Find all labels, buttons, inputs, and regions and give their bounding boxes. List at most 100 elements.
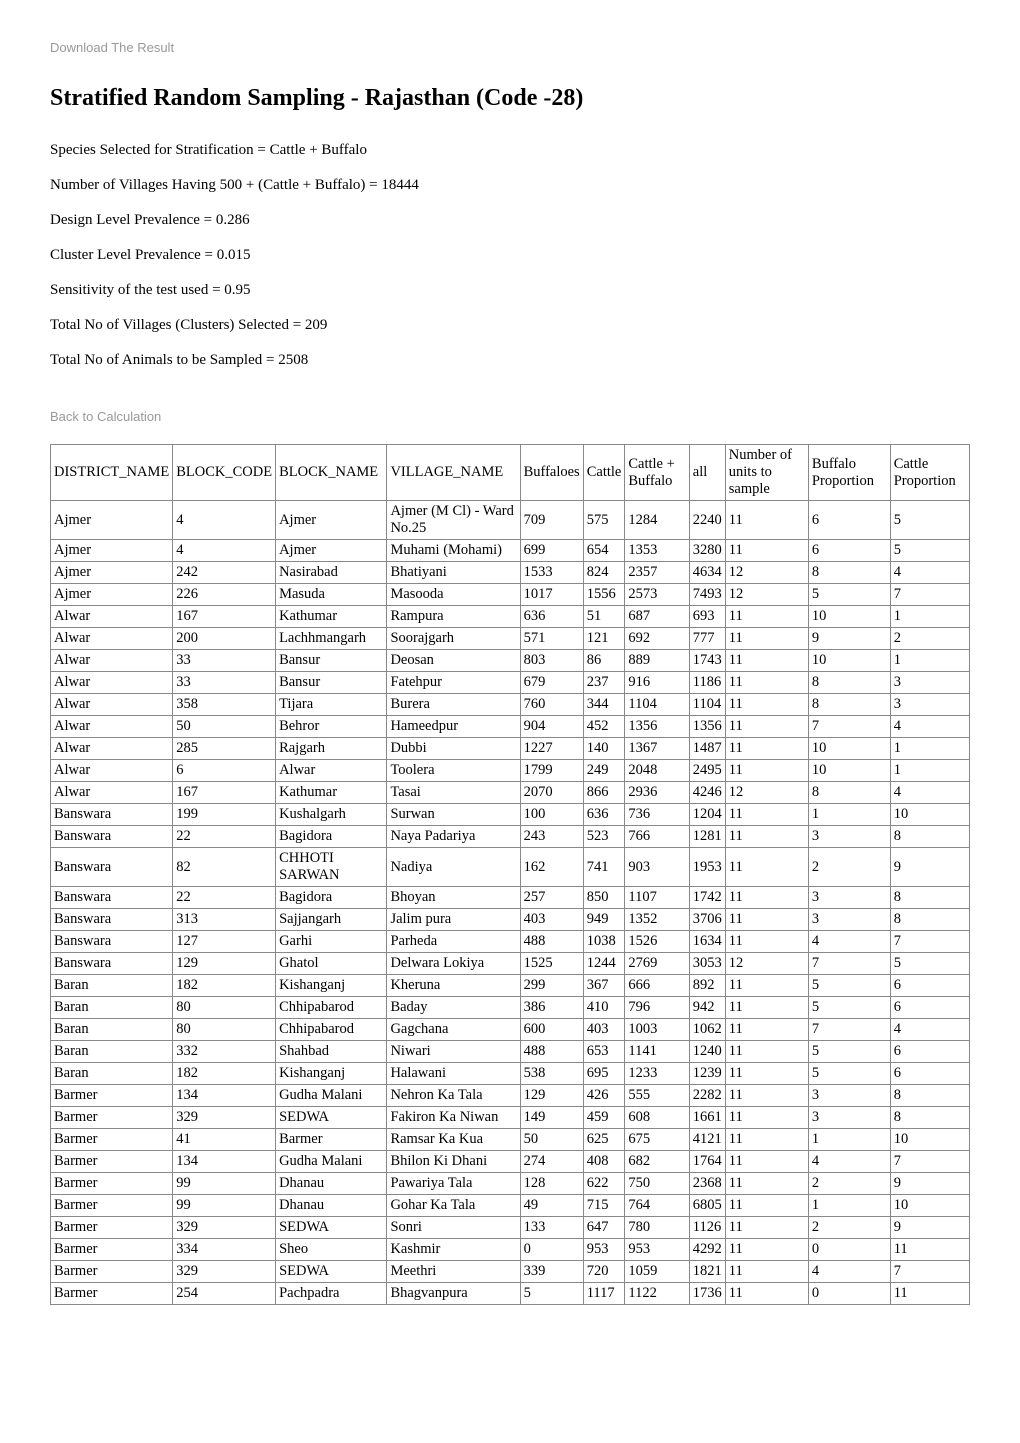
table-cell: Pawariya Tala [387,1173,520,1195]
table-cell: 6 [808,540,890,562]
table-cell: Alwar [51,672,173,694]
table-cell: 10 [890,804,969,826]
table-cell: Baran [51,975,173,997]
table-cell: 3 [808,826,890,848]
table-row: Banswara313SajjangarhJalim pura403949135… [51,909,970,931]
table-row: Banswara22BagidoraNaya Padariya243523766… [51,826,970,848]
table-cell: 129 [173,953,276,975]
table-cell: 709 [520,501,583,540]
table-cell: 850 [583,887,625,909]
table-cell: 1003 [625,1019,689,1041]
table-cell: 2 [808,1217,890,1239]
table-cell: Banswara [51,826,173,848]
table-cell: 1764 [689,1151,725,1173]
table-cell: 5 [890,501,969,540]
table-cell: 5 [520,1283,583,1305]
param-line: Species Selected for Stratification = Ca… [50,142,970,159]
table-cell: Alwar [51,782,173,804]
download-link[interactable]: Download The Result [50,40,970,55]
table-cell: 2573 [625,584,689,606]
table-cell: 99 [173,1195,276,1217]
table-cell: SEDWA [276,1107,387,1129]
table-cell: 2240 [689,501,725,540]
column-header: Buffaloes [520,445,583,501]
table-cell: 953 [625,1239,689,1261]
table-cell: 916 [625,672,689,694]
table-cell: 1 [808,804,890,826]
table-cell: 12 [725,953,808,975]
table-cell: Alwar [51,694,173,716]
table-cell: 403 [520,909,583,931]
table-cell: 10 [890,1129,969,1151]
table-cell: 4292 [689,1239,725,1261]
table-cell: 1107 [625,887,689,909]
table-cell: 403 [583,1019,625,1041]
table-cell: Jalim pura [387,909,520,931]
table-cell: 1204 [689,804,725,826]
table-cell: 11 [725,650,808,672]
table-cell: 344 [583,694,625,716]
table-cell: Halawani [387,1063,520,1085]
table-cell: 82 [173,848,276,887]
table-cell: 1 [890,650,969,672]
table-cell: 11 [725,1085,808,1107]
table-cell: 2495 [689,760,725,782]
data-table: DISTRICT_NAMEBLOCK_CODEBLOCK_NAMEVILLAGE… [50,444,970,1305]
table-cell: 8 [808,672,890,694]
table-cell: Rajgarh [276,738,387,760]
table-cell: Alwar [51,760,173,782]
table-cell: 750 [625,1173,689,1195]
back-link[interactable]: Back to Calculation [50,409,970,424]
table-cell: SEDWA [276,1261,387,1283]
table-cell: Kheruna [387,975,520,997]
table-cell: CHHOTI SARWAN [276,848,387,887]
table-cell: 4 [890,1019,969,1041]
table-cell: Banswara [51,953,173,975]
table-cell: 824 [583,562,625,584]
table-cell: Naya Padariya [387,826,520,848]
table-cell: 11 [890,1239,969,1261]
table-row: Baran332ShahbadNiwari488653114112401156 [51,1041,970,1063]
table-cell: Baran [51,1019,173,1041]
table-cell: 80 [173,1019,276,1041]
table-cell: 50 [520,1129,583,1151]
table-cell: 2368 [689,1173,725,1195]
table-cell: Barmer [51,1239,173,1261]
table-cell: 3 [808,1107,890,1129]
table-cell: Kushalgarh [276,804,387,826]
table-cell: Nehron Ka Tala [387,1085,520,1107]
table-cell: 1556 [583,584,625,606]
table-cell: Alwar [51,716,173,738]
table-cell: Alwar [276,760,387,782]
table-cell: Alwar [51,738,173,760]
table-cell: 11 [725,540,808,562]
table-row: Barmer99DhanauPawariya Tala1286227502368… [51,1173,970,1195]
table-cell: 1104 [625,694,689,716]
table-cell: 777 [689,628,725,650]
table-cell: Bhilon Ki Dhani [387,1151,520,1173]
table-row: Alwar200LachhmangarhSoorajgarh5711216927… [51,628,970,650]
table-cell: 1356 [625,716,689,738]
table-cell: 538 [520,1063,583,1085]
table-cell: 5 [808,1063,890,1085]
table-cell: Rampura [387,606,520,628]
table-cell: 134 [173,1151,276,1173]
table-row: Ajmer4AjmerMuhami (Mohami)69965413533280… [51,540,970,562]
table-cell: Sajjangarh [276,909,387,931]
table-cell: 1239 [689,1063,725,1085]
table-cell: Sonri [387,1217,520,1239]
table-cell: 942 [689,997,725,1019]
table-cell: 128 [520,1173,583,1195]
table-cell: Toolera [387,760,520,782]
table-cell: 11 [725,501,808,540]
param-line: Number of Villages Having 500 + (Cattle … [50,177,970,194]
table-cell: 8 [808,782,890,804]
table-cell: 6 [890,1041,969,1063]
table-cell: 182 [173,1063,276,1085]
table-row: Barmer134Gudha MalaniNehron Ka Tala12942… [51,1085,970,1107]
table-cell: 741 [583,848,625,887]
column-header: BLOCK_CODE [173,445,276,501]
table-cell: 4 [808,1261,890,1283]
table-cell: Gohar Ka Tala [387,1195,520,1217]
table-cell: 11 [725,1217,808,1239]
